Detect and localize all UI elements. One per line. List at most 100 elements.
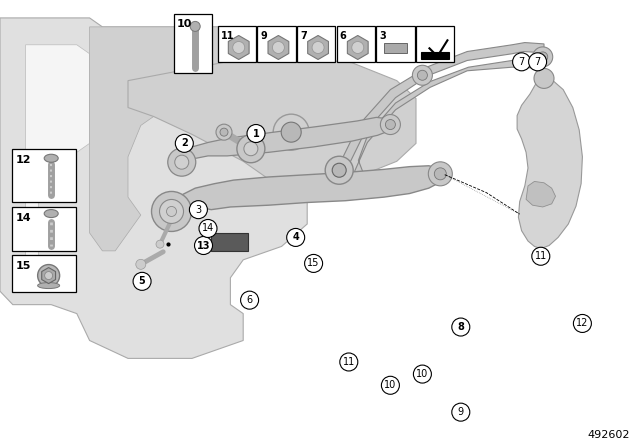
Circle shape (312, 42, 324, 53)
Bar (421, 52, 449, 59)
Circle shape (216, 124, 232, 140)
Text: 6: 6 (340, 31, 346, 41)
Circle shape (352, 42, 364, 53)
Bar (218, 26, 256, 62)
Circle shape (452, 318, 470, 336)
Circle shape (413, 365, 431, 383)
Circle shape (332, 163, 346, 177)
Text: 492602: 492602 (588, 430, 630, 440)
Text: 12: 12 (576, 319, 589, 328)
Bar (337, 26, 375, 62)
Bar (297, 26, 335, 62)
Circle shape (136, 259, 146, 269)
Text: 10: 10 (384, 380, 397, 390)
Circle shape (189, 201, 207, 219)
Bar (416, 26, 454, 62)
Circle shape (287, 228, 305, 246)
Polygon shape (90, 27, 269, 251)
Text: 8: 8 (458, 322, 464, 332)
Text: 12: 12 (15, 155, 31, 165)
Circle shape (133, 272, 151, 290)
Text: 7: 7 (300, 31, 307, 41)
Circle shape (195, 237, 212, 254)
Circle shape (273, 42, 284, 53)
Bar (12, 207, 76, 251)
Circle shape (305, 254, 323, 272)
Circle shape (220, 128, 228, 136)
Text: 14: 14 (202, 224, 214, 233)
Circle shape (573, 314, 591, 332)
Polygon shape (517, 76, 582, 249)
Text: 7: 7 (518, 57, 525, 67)
Bar (376, 26, 415, 62)
Ellipse shape (44, 210, 58, 218)
Text: 1: 1 (253, 129, 259, 138)
Circle shape (159, 199, 184, 224)
Polygon shape (384, 43, 407, 53)
Text: 11: 11 (342, 357, 355, 367)
Circle shape (452, 403, 470, 421)
Polygon shape (526, 181, 556, 207)
Circle shape (529, 53, 547, 71)
Circle shape (325, 156, 353, 184)
Circle shape (417, 70, 428, 80)
Circle shape (380, 115, 401, 134)
Circle shape (428, 162, 452, 186)
Text: 9: 9 (260, 31, 267, 41)
Polygon shape (339, 43, 544, 184)
Ellipse shape (38, 283, 60, 289)
Circle shape (241, 291, 259, 309)
Circle shape (273, 114, 309, 150)
Text: 11: 11 (221, 31, 234, 41)
Text: 15: 15 (15, 261, 31, 271)
Text: 3: 3 (380, 31, 386, 41)
Text: 7: 7 (534, 57, 541, 67)
Polygon shape (0, 18, 307, 358)
Text: 6: 6 (246, 295, 253, 305)
Text: 3: 3 (195, 205, 202, 215)
Circle shape (532, 247, 550, 265)
Circle shape (538, 52, 548, 62)
Bar (12, 255, 76, 292)
Circle shape (385, 120, 396, 129)
Text: 2: 2 (181, 138, 188, 148)
Ellipse shape (44, 154, 58, 162)
Circle shape (166, 207, 177, 216)
Circle shape (38, 265, 60, 287)
Text: 15: 15 (307, 258, 320, 268)
Text: 9: 9 (458, 407, 464, 417)
Text: 11: 11 (534, 251, 547, 261)
Bar (174, 14, 212, 73)
Circle shape (233, 42, 244, 53)
Circle shape (199, 220, 217, 237)
Circle shape (433, 166, 448, 182)
Text: 10: 10 (177, 19, 193, 29)
Circle shape (340, 353, 358, 371)
Circle shape (281, 122, 301, 142)
Circle shape (175, 155, 189, 169)
Text: 14: 14 (15, 213, 31, 223)
Circle shape (152, 191, 191, 232)
Polygon shape (26, 45, 90, 287)
Bar (257, 26, 296, 62)
Text: 10: 10 (416, 369, 429, 379)
Polygon shape (178, 117, 394, 165)
Circle shape (168, 148, 196, 176)
Circle shape (156, 240, 164, 248)
Text: 4: 4 (292, 233, 299, 242)
Polygon shape (128, 54, 416, 188)
Circle shape (412, 65, 433, 85)
Bar (211, 233, 248, 251)
Text: 13: 13 (196, 241, 211, 250)
Bar (12, 149, 76, 202)
Circle shape (513, 53, 531, 71)
Polygon shape (166, 166, 445, 217)
Circle shape (247, 125, 265, 142)
Circle shape (175, 134, 193, 152)
Circle shape (190, 22, 200, 31)
Circle shape (45, 271, 52, 280)
Circle shape (381, 376, 399, 394)
Text: 5: 5 (139, 276, 145, 286)
Circle shape (237, 135, 265, 163)
Circle shape (435, 168, 446, 180)
